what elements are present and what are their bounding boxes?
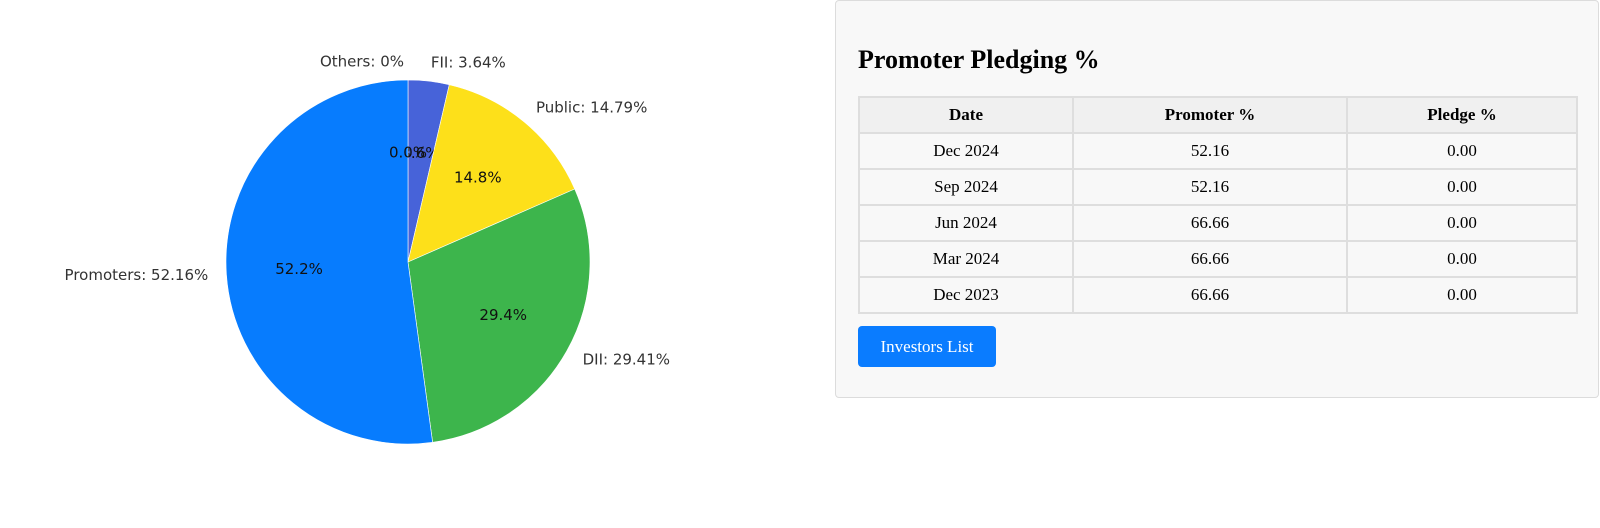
cell-date: Dec 2024 [858, 132, 1074, 170]
promoter-pledging-panel: Promoter Pledging % Date Promoter % Pled… [835, 0, 1599, 398]
column-header-date: Date [858, 96, 1074, 134]
table-row: Dec 2024 52.16 0.00 [858, 132, 1578, 170]
pie-slice-public [407, 84, 576, 263]
shareholding-pie-chart: 3.6% FII: 3.64% 14.8% Public: 14.79% 29.4% DI… [0, 0, 800, 523]
column-header-promoter: Promoter % [1072, 96, 1348, 134]
pie-pct-label-fii: 3.6% [401, 144, 439, 162]
table-row: Dec 2023 66.66 0.00 [858, 276, 1578, 314]
pie-outer-label-others: Others: 0% [320, 52, 404, 70]
pie-slice-promoters [225, 79, 433, 445]
table-row: Mar 2024 66.66 0.00 [858, 240, 1578, 278]
panel-title: Promoter Pledging % [858, 45, 1100, 74]
cell-promoter: 66.66 [1072, 240, 1348, 278]
pie-pct-label-dii: 29.4% [479, 306, 527, 324]
cell-pledge: 0.00 [1346, 276, 1578, 314]
cell-promoter: 52.16 [1072, 168, 1348, 206]
cell-date: Jun 2024 [858, 204, 1074, 242]
pie-pct-label-public: 14.8% [454, 169, 502, 187]
pie-outer-label-fii: FII: 3.64% [431, 54, 506, 72]
cell-pledge: 0.00 [1346, 204, 1578, 242]
pie-pct-label-others: 0.0% [389, 143, 427, 161]
cell-promoter: 66.66 [1072, 204, 1348, 242]
pie-slice-dii [407, 188, 591, 443]
column-header-pledge: Pledge % [1346, 96, 1578, 134]
cell-date: Sep 2024 [858, 168, 1074, 206]
pie-outer-label-dii: DII: 29.41% [583, 350, 670, 368]
cell-promoter: 66.66 [1072, 276, 1348, 314]
pie-outer-label-public: Public: 14.79% [536, 99, 647, 117]
cell-promoter: 52.16 [1072, 132, 1348, 170]
cell-date: Mar 2024 [858, 240, 1074, 278]
investors-list-button[interactable]: Investors List [858, 326, 996, 367]
pie-chart-svg: 3.6% FII: 3.64% 14.8% Public: 14.79% 29.4% DI… [65, 52, 670, 445]
table-row: Sep 2024 52.16 0.00 [858, 168, 1578, 206]
cell-pledge: 0.00 [1346, 132, 1578, 170]
cell-date: Dec 2023 [858, 276, 1074, 314]
pie-outer-label-promoters: Promoters: 52.16% [65, 266, 209, 284]
pledging-table: Date Promoter % Pledge % Dec 2024 52.16 … [858, 96, 1578, 314]
pie-pct-label-promoters: 52.2% [275, 260, 323, 278]
table-row: Jun 2024 66.66 0.00 [858, 204, 1578, 242]
cell-pledge: 0.00 [1346, 168, 1578, 206]
cell-pledge: 0.00 [1346, 240, 1578, 278]
table-header-row: Date Promoter % Pledge % [858, 96, 1578, 134]
